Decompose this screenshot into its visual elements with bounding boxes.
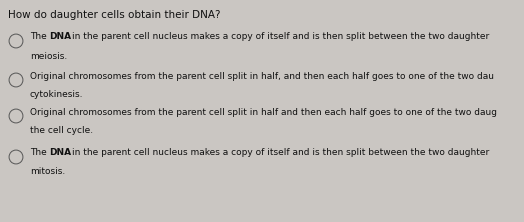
Text: cytokinesis.: cytokinesis. [30, 90, 83, 99]
Text: DNA: DNA [50, 32, 72, 41]
Text: Original chromosomes from the parent cell split in half, and then each half goes: Original chromosomes from the parent cel… [30, 72, 494, 81]
Text: The: The [30, 32, 50, 41]
Text: meiosis.: meiosis. [30, 52, 67, 61]
Text: in the parent cell nucleus makes a copy of itself and is then split between the : in the parent cell nucleus makes a copy … [72, 148, 489, 157]
Text: the cell cycle.: the cell cycle. [30, 126, 93, 135]
Text: How do daughter cells obtain their DNA?: How do daughter cells obtain their DNA? [8, 10, 221, 20]
Text: DNA: DNA [50, 148, 72, 157]
Text: mitosis.: mitosis. [30, 167, 66, 176]
Text: The: The [30, 148, 50, 157]
Text: in the parent cell nucleus makes a copy of itself and is then split between the : in the parent cell nucleus makes a copy … [72, 32, 489, 41]
Text: Original chromosomes from the parent cell split in half and then each half goes : Original chromosomes from the parent cel… [30, 108, 497, 117]
